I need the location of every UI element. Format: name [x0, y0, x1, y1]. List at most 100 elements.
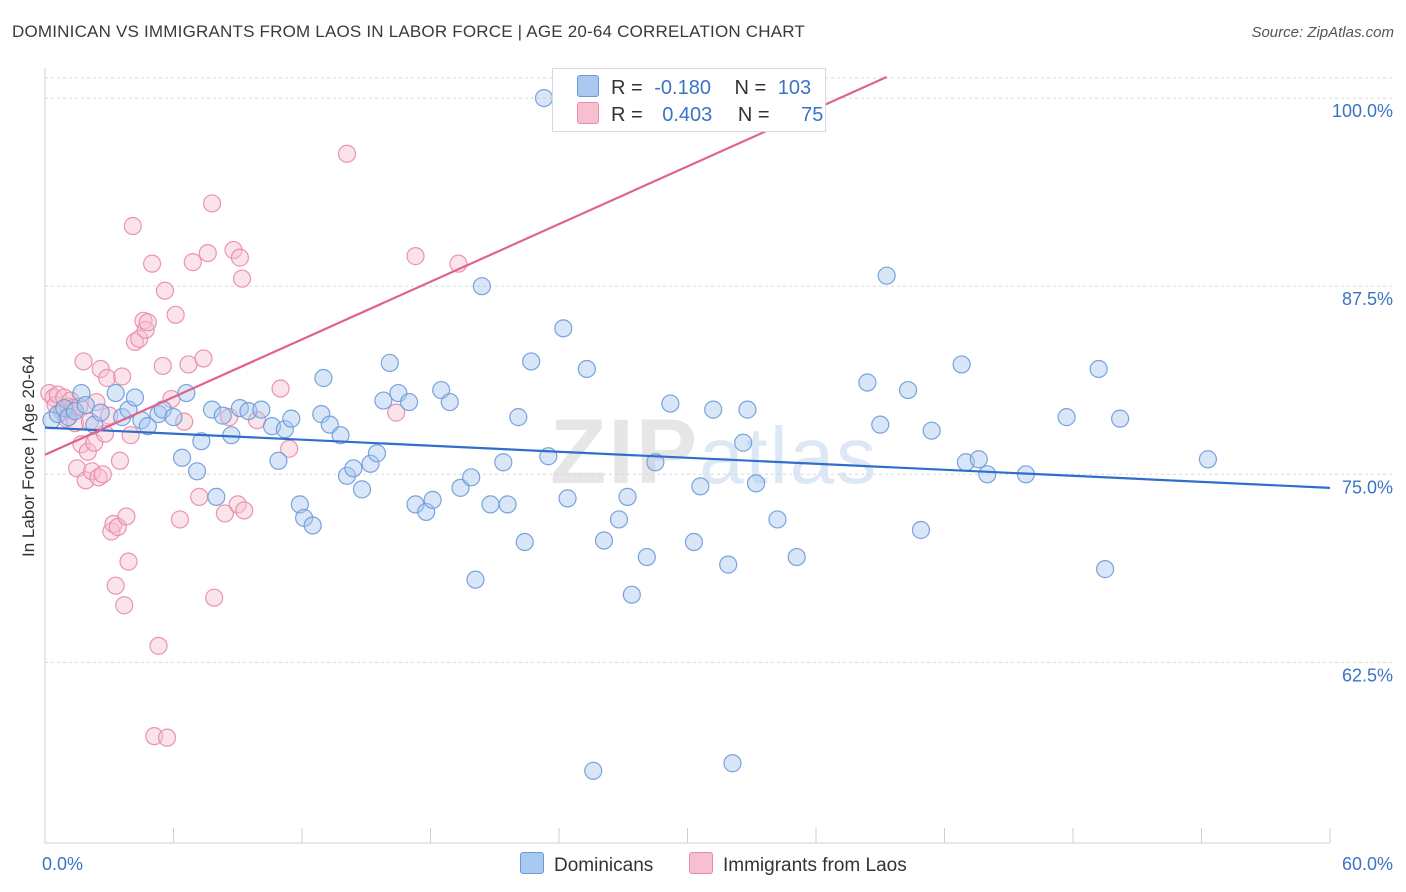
dominican-point — [352, 480, 372, 499]
dominican-point — [618, 487, 637, 506]
dominican-point — [684, 532, 704, 552]
legend-r-value: 0.403 — [662, 104, 713, 126]
laos-point — [205, 588, 224, 607]
dominican-point — [978, 465, 997, 484]
watermark-atlas: atlas — [699, 411, 879, 500]
laos-point — [106, 576, 125, 595]
laos-point — [74, 352, 93, 371]
dominican-point — [746, 474, 766, 493]
legend-n-label: N = — [734, 77, 767, 99]
laos-point — [194, 349, 213, 368]
legend-n-label: N = — [737, 104, 770, 126]
dominican-point — [344, 459, 363, 478]
dominican-point — [440, 392, 459, 412]
dominican-point — [911, 520, 931, 540]
dominican-point — [871, 415, 890, 434]
laos-trend-line — [44, 76, 888, 456]
laos-point — [235, 501, 254, 520]
dominican-point — [509, 408, 528, 427]
laos-point — [117, 507, 136, 526]
gridlines — [45, 77, 1392, 663]
dominican-point — [1057, 408, 1076, 427]
dominican-point — [337, 466, 357, 485]
y-tick-label: 62.5% — [1342, 665, 1393, 685]
laos-point — [149, 636, 168, 655]
legend-row-laos: R = 0.403 N = 75 — [577, 102, 823, 128]
dominican-point — [187, 462, 207, 481]
laos-point — [112, 367, 132, 386]
legend-r-value: -0.180 — [654, 77, 711, 99]
dominican-point — [65, 402, 85, 421]
dominican-point — [462, 468, 481, 487]
dominican-point — [498, 495, 517, 514]
laos-point — [271, 379, 290, 398]
dominican-point — [554, 319, 573, 338]
laos-point — [202, 194, 222, 213]
dominican-point — [723, 754, 742, 773]
laos-point — [215, 504, 234, 523]
bottom-legend-label-laos: Immigrants from Laos — [723, 855, 907, 876]
dominican-point — [594, 531, 614, 550]
dominican-point — [399, 392, 419, 412]
dominican-point — [192, 432, 211, 451]
laos-point — [153, 356, 172, 376]
dominican-point — [609, 510, 629, 529]
dominican-point — [558, 489, 577, 508]
dominican-point — [55, 398, 74, 418]
dominican-point — [515, 532, 534, 552]
laos-point — [91, 359, 110, 379]
laos-point — [337, 144, 357, 163]
dominican-points — [42, 88, 1218, 780]
dominican-point — [138, 417, 157, 436]
dominican-point — [522, 352, 541, 371]
dominican-point — [1111, 409, 1130, 428]
legend-n-value: 75 — [801, 104, 824, 126]
laos-point — [119, 552, 138, 571]
dominican-point — [164, 408, 183, 427]
laos-point — [175, 412, 194, 431]
dominican-point — [406, 495, 425, 514]
dominican-point — [952, 355, 971, 374]
dominican-point — [577, 359, 596, 379]
dominican-point — [704, 400, 723, 419]
laos-point — [166, 305, 185, 324]
laos-point — [190, 487, 209, 506]
dominican-point — [691, 477, 710, 496]
legend-r-label: R = — [611, 77, 643, 99]
dominican-point — [76, 395, 95, 415]
dominican-point — [481, 495, 500, 514]
dominican-point — [331, 426, 350, 445]
chart-title: DOMINICAN VS IMMIGRANTS FROM LAOS IN LAB… — [12, 22, 806, 41]
dominican-trend-line — [44, 426, 1331, 489]
laos-point — [136, 320, 155, 339]
laos-point — [98, 368, 117, 388]
dominican-point — [252, 400, 271, 419]
dominican-point — [269, 451, 288, 470]
dominican-point — [768, 510, 787, 529]
laos-point — [78, 442, 97, 461]
legend-r-label: R = — [611, 104, 643, 126]
laos-point — [115, 596, 134, 615]
dominican-point — [622, 585, 641, 604]
dominican-point — [423, 490, 442, 509]
laos-point — [224, 240, 243, 260]
laos-point — [170, 510, 190, 529]
dominican-point — [367, 444, 387, 463]
bottom-legend-swatch-dominicans — [520, 852, 544, 874]
trend-lines — [44, 76, 1331, 489]
dominican-point — [282, 409, 301, 428]
laos-point — [123, 216, 142, 236]
legend-swatch-laos — [577, 102, 599, 124]
x-tick-label-max: 60.0% — [1342, 854, 1393, 874]
dominican-point — [719, 555, 738, 574]
laos-point — [232, 269, 252, 288]
dominican-point — [787, 547, 806, 567]
dominican-point — [472, 277, 491, 296]
laos-point — [121, 426, 140, 445]
laos-point — [230, 248, 249, 267]
dominican-point — [858, 373, 877, 392]
y-tick-label: 100.0% — [1332, 101, 1393, 121]
dominican-point — [314, 368, 333, 388]
dominican-point — [534, 88, 554, 108]
